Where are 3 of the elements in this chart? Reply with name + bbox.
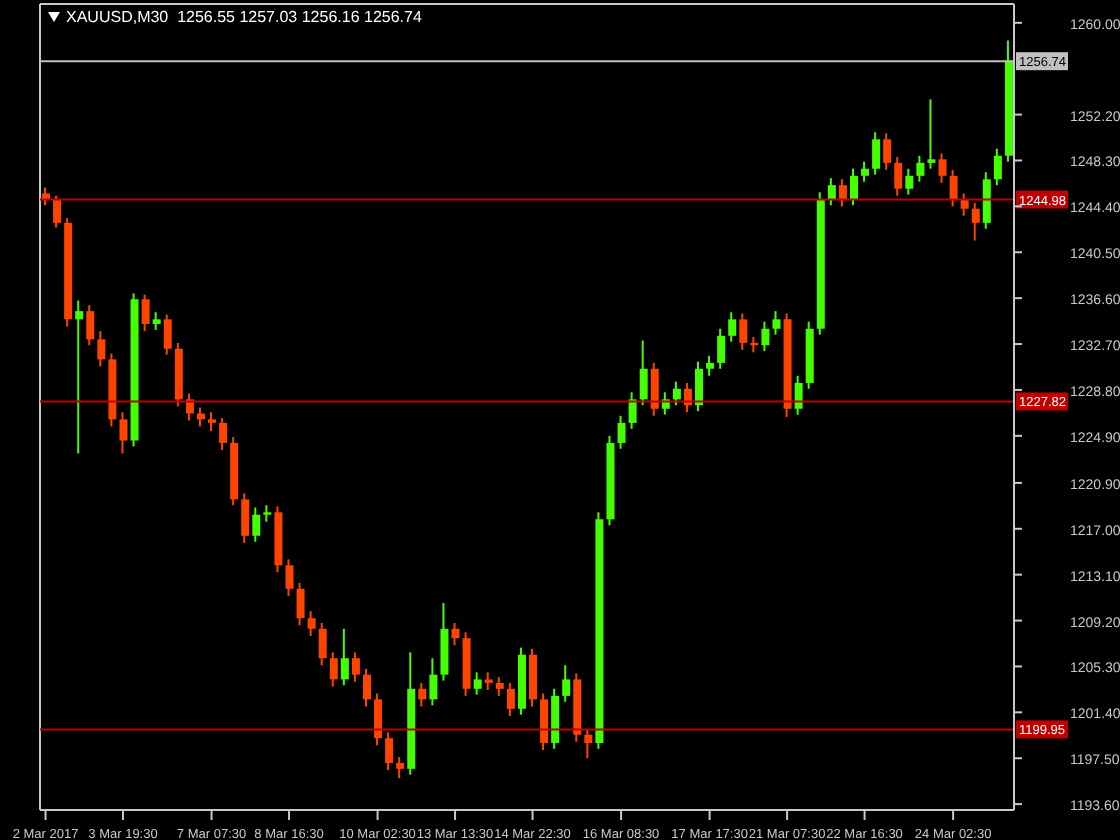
candlestick [75, 300, 84, 454]
candlestick [927, 99, 936, 169]
chart-title: XAUUSD,M30 1256.55 1257.03 1256.16 1256.74 [66, 8, 422, 26]
